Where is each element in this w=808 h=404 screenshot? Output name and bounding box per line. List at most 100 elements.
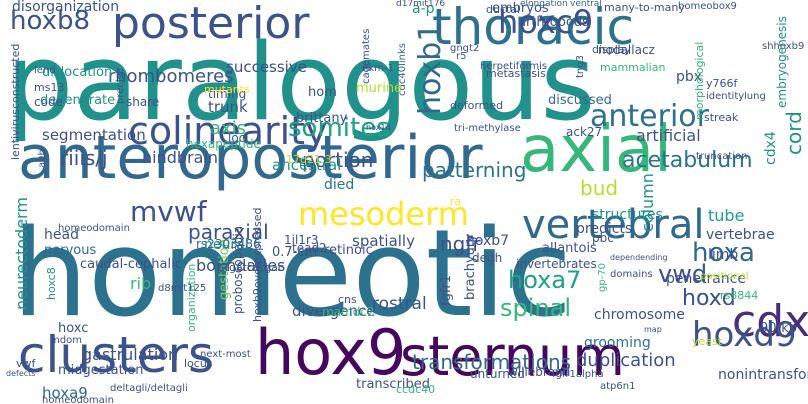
word-murine: murine bbox=[356, 81, 403, 96]
word-tri-methylase: tri-methylase bbox=[454, 123, 521, 134]
word-mvwf: mvwf bbox=[130, 195, 207, 228]
word-degenerate: degenerate bbox=[40, 93, 116, 108]
word-cns: cns bbox=[338, 293, 357, 306]
word-elongation: elongation bbox=[520, 0, 568, 9]
word-morphological: morphological bbox=[693, 41, 706, 120]
word-brachyury: brachyury bbox=[463, 234, 478, 300]
word-dislocation: dislocation bbox=[42, 65, 113, 80]
word-artificial: artificial bbox=[636, 126, 701, 145]
word-gp-70: gp-70 bbox=[597, 262, 608, 292]
word-disorganization: disorganization bbox=[12, 0, 120, 15]
word-rs8844: rs8844 bbox=[720, 289, 759, 302]
word-successive: successive bbox=[226, 58, 307, 76]
word-nodallacz: nodallacz bbox=[598, 43, 655, 57]
word-mamdc2: mamdc2 bbox=[322, 305, 375, 319]
word-lung: lung bbox=[744, 91, 766, 102]
word-hoxd9: hoxd9 bbox=[692, 315, 797, 355]
word-unturned: unturned bbox=[470, 367, 525, 381]
word-limb: limb bbox=[708, 247, 739, 263]
word-structures: structures bbox=[592, 207, 663, 223]
word-nkm-1: nkm-1 bbox=[362, 63, 394, 74]
word-cagemates: cagemates bbox=[361, 28, 372, 84]
word-divergence: divergence bbox=[292, 302, 376, 320]
word-retinoic: retinoic bbox=[324, 243, 373, 258]
word-identity: identity bbox=[706, 91, 745, 102]
word-thoracic: thoracic bbox=[432, 0, 634, 56]
word-boundaries: boundaries bbox=[196, 256, 286, 275]
word-tead2: tead2 bbox=[292, 241, 327, 255]
word-tube: tube bbox=[708, 206, 745, 225]
word-ductal: ductal bbox=[486, 3, 521, 16]
word-timing: timing bbox=[208, 87, 247, 101]
word-transcribed: transcribed bbox=[356, 377, 431, 392]
word-homeotic: homeotic bbox=[12, 205, 572, 344]
word-segmentation: segmentation bbox=[42, 126, 146, 144]
word-hox9: hox9 bbox=[255, 316, 407, 389]
word-proboscopedia: proboscopedia bbox=[231, 225, 245, 314]
word-yeast: yeast bbox=[692, 335, 723, 348]
word-lend: lend bbox=[34, 65, 56, 76]
word-pbc: pbc bbox=[592, 231, 614, 245]
word-allantois: allantois bbox=[542, 241, 597, 256]
word-hoxb7: hoxb7 bbox=[466, 233, 510, 249]
word-hindbrain: hindbrain bbox=[142, 148, 219, 167]
word-share: share bbox=[126, 95, 160, 109]
word-a9b: a9b bbox=[37, 149, 48, 168]
word-axis: axis bbox=[210, 118, 247, 139]
word-hoxc: hoxc bbox=[58, 321, 89, 336]
word-posterior: posterior bbox=[112, 0, 310, 49]
word-mesoderm: mesoderm bbox=[298, 195, 469, 233]
word-many-to-many: many-to-many bbox=[604, 1, 685, 14]
word-trunk: trunk bbox=[208, 98, 248, 116]
word-caudal-cephalic: caudal-cephalic bbox=[80, 257, 182, 272]
word-next-most: next-most bbox=[200, 349, 251, 360]
word-homeodomain: homeodomain bbox=[58, 223, 130, 234]
word-deltagli: deltagli/deltagli bbox=[110, 383, 188, 394]
word-cord: cord bbox=[782, 111, 806, 155]
word-fgfr1alpha: fgfr1alpha bbox=[552, 369, 604, 380]
word-embryos: embryos bbox=[492, 1, 549, 16]
word-homeobox9: homeobox9 bbox=[678, 1, 737, 12]
word-pbx: pbx bbox=[676, 69, 703, 85]
word-gastrulation: gastrulation bbox=[82, 345, 179, 364]
word-tng3: tng3 bbox=[575, 55, 586, 78]
word-gngt2: gngt2 bbox=[450, 43, 480, 54]
word-map: map bbox=[644, 325, 662, 334]
word-hoxb1: hoxb1 bbox=[413, 22, 448, 115]
word-ccdc40: ccdc40 bbox=[396, 383, 436, 396]
word-column: column bbox=[638, 173, 657, 232]
word-organization: organization bbox=[185, 263, 198, 332]
word-invertebrates: invertebrates bbox=[516, 257, 597, 271]
word-ancestral: ancestral bbox=[272, 156, 342, 174]
word-rhombomeres: rhombomeres bbox=[108, 66, 234, 87]
word-duplication: duplication bbox=[576, 350, 676, 371]
word-mdom: mdom bbox=[50, 335, 82, 346]
word-hoxb9overexpressed: hoxb9overexpressed bbox=[251, 207, 264, 322]
word-hoxa: hoxa bbox=[692, 238, 755, 268]
word-midgestation: midgestation bbox=[58, 363, 144, 378]
word-head: head bbox=[44, 227, 79, 243]
word-hom: hom bbox=[308, 85, 337, 100]
word-r5: r5 bbox=[456, 51, 467, 62]
word-lentivirusconstructed: lentivirusconstructed bbox=[9, 43, 22, 160]
word-homeodomain-2: homeodomain bbox=[42, 395, 114, 404]
word-grooming: grooming bbox=[584, 335, 651, 351]
word-portion: portion bbox=[302, 148, 374, 172]
word-riiis-j: riiis/j bbox=[60, 146, 108, 170]
word-loci: loci bbox=[228, 131, 249, 145]
word-neurectoderm: neurectoderm bbox=[12, 197, 31, 310]
word-1il1r3: 1il1r3 bbox=[284, 233, 319, 247]
word-rs2303486: rs2303486 bbox=[196, 237, 261, 251]
word-colinearity: colinearity bbox=[128, 109, 328, 153]
word-herpetiformis: herpetiformis bbox=[480, 61, 548, 72]
word-hoxb8: hoxb8 bbox=[10, 6, 91, 36]
word-positional: positional bbox=[700, 271, 749, 282]
word-anteroposterior: anteroposterior bbox=[18, 123, 483, 193]
word-ventral: ventral bbox=[570, 0, 602, 9]
word-ack27: ack27 bbox=[566, 125, 603, 139]
word-precise: precise bbox=[115, 67, 126, 104]
word-embryogenesis: embryogenesis bbox=[775, 16, 789, 108]
word-code: code bbox=[34, 95, 63, 109]
word-locus: locus bbox=[184, 357, 213, 370]
word-vertebral: vertebral bbox=[522, 202, 705, 248]
